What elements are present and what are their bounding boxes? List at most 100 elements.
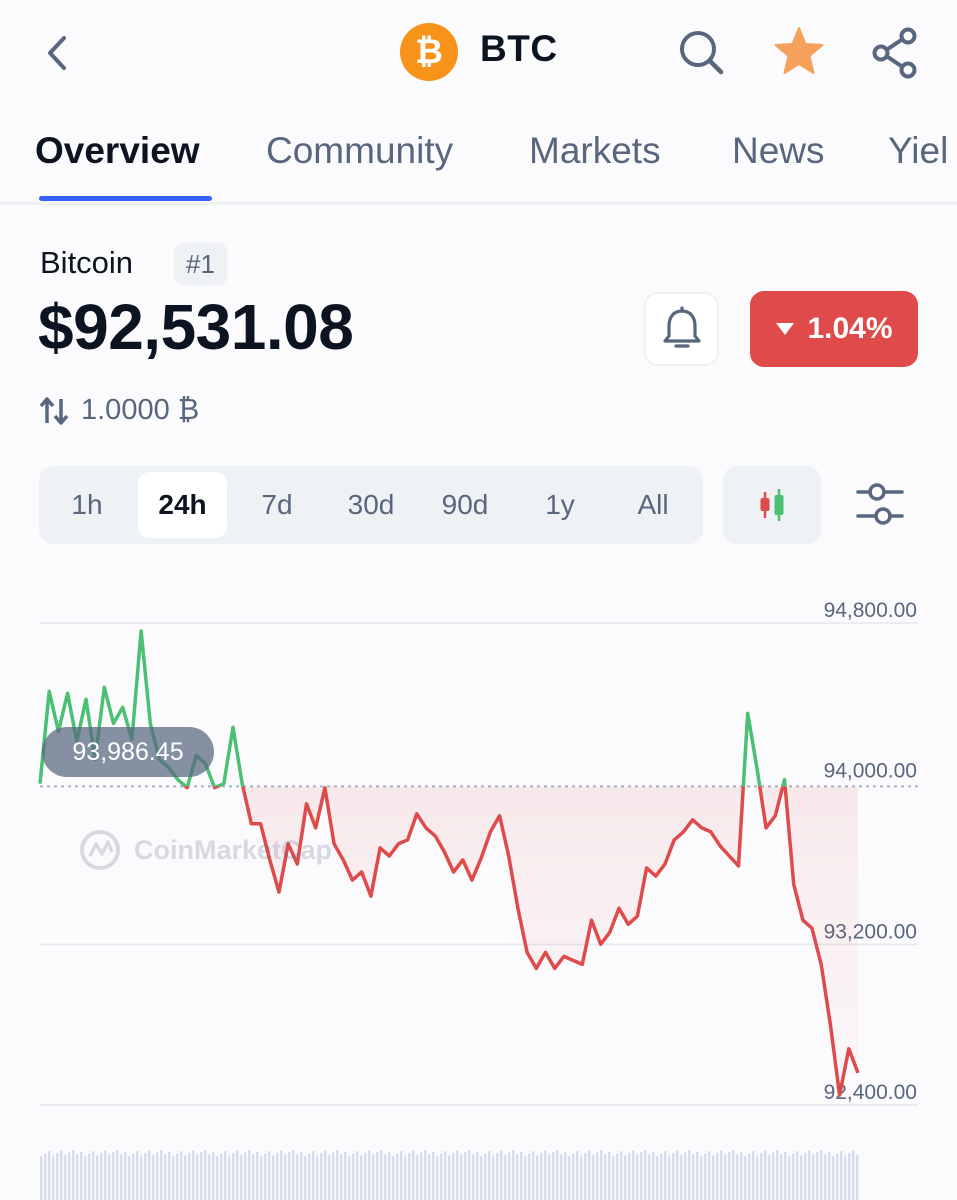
volume-bar (224, 1151, 227, 1200)
volume-bar (64, 1154, 67, 1200)
volume-bar (324, 1150, 327, 1200)
volume-bar (412, 1150, 415, 1200)
volume-bar (568, 1156, 571, 1200)
tab-yield[interactable]: Yiel (888, 130, 949, 171)
range-1y[interactable]: 1y (545, 489, 575, 520)
volume-bar (600, 1150, 603, 1200)
bitcoin-logo-icon: ₿ (400, 23, 458, 81)
volume-bar (300, 1151, 303, 1200)
volume-bar (684, 1152, 687, 1200)
volume-bar (408, 1153, 411, 1200)
volume-bar (648, 1154, 651, 1200)
volume-bar (496, 1153, 499, 1200)
volume-bar (364, 1153, 367, 1200)
volume-bar (52, 1155, 55, 1200)
volume-bar (584, 1153, 587, 1200)
volume-bar (680, 1154, 683, 1200)
volume-bar (236, 1150, 239, 1200)
volume-bar (736, 1154, 739, 1200)
volume-bar (396, 1153, 399, 1200)
volume-bar (248, 1150, 251, 1200)
volume-bar (508, 1152, 511, 1200)
volume-bar (400, 1151, 403, 1200)
volume-bar (348, 1156, 351, 1200)
volume-bar (76, 1154, 79, 1200)
tab-news[interactable]: News (732, 130, 825, 171)
volume-bar (72, 1150, 75, 1200)
volume-bar (160, 1150, 163, 1200)
volume-bar (452, 1153, 455, 1200)
back-button[interactable] (38, 30, 78, 76)
volume-bar (40, 1156, 43, 1200)
volume-bar (788, 1156, 791, 1200)
search-button[interactable] (676, 27, 726, 77)
volume-bar (580, 1155, 583, 1200)
volume-bar (708, 1151, 711, 1200)
volume-bar (144, 1153, 147, 1200)
tab-community[interactable]: Community (266, 130, 454, 171)
volume-bar (228, 1155, 231, 1200)
volume-bar (744, 1156, 747, 1200)
range-7d[interactable]: 7d (261, 489, 293, 520)
range-all[interactable]: All (637, 489, 669, 520)
volume-bar (768, 1154, 771, 1200)
volume-bar (100, 1153, 103, 1200)
watchlist-star-button[interactable] (772, 25, 826, 79)
active-tab-indicator (39, 196, 212, 201)
volume-bar (664, 1151, 667, 1200)
volume-bar (200, 1152, 203, 1200)
price-change-badge: 1.04% (750, 291, 918, 367)
volume-bar (676, 1150, 679, 1200)
volume-bar (180, 1151, 183, 1200)
volume-bar (748, 1153, 751, 1200)
range-30d[interactable]: 30d (347, 489, 395, 520)
volume-bar (512, 1150, 515, 1200)
volume-bar (844, 1155, 847, 1200)
volume-bar (540, 1153, 543, 1200)
candlestick-toggle-button[interactable] (723, 466, 821, 544)
volume-bar (460, 1154, 463, 1200)
volume-bar (796, 1151, 799, 1200)
volume-bar (740, 1151, 743, 1200)
volume-bar (848, 1153, 851, 1200)
volume-bar (376, 1152, 379, 1200)
bell-icon (662, 306, 701, 348)
volume-bar (312, 1151, 315, 1200)
volume-bar (608, 1151, 611, 1200)
volume-bar (136, 1151, 139, 1200)
volume-bar (308, 1153, 311, 1200)
volume-bar (524, 1156, 527, 1200)
volume-bar (556, 1150, 559, 1200)
volume-bar (196, 1154, 199, 1200)
volume-bar (856, 1154, 859, 1200)
volume-bar (500, 1150, 503, 1200)
volume-bar (808, 1150, 811, 1200)
volume-bar (516, 1154, 519, 1200)
range-1h[interactable]: 1h (71, 489, 103, 520)
volume-bar (112, 1152, 115, 1200)
volume-bar (80, 1151, 83, 1200)
volume-bar (476, 1151, 479, 1200)
tab-markets[interactable]: Markets (529, 130, 661, 171)
range-90d[interactable]: 90d (441, 489, 489, 520)
volume-bar (424, 1150, 427, 1200)
swap-arrows-icon (39, 396, 69, 426)
bitcoin-logo-glyph: ₿ (415, 32, 443, 72)
chart-settings-button[interactable] (852, 480, 908, 530)
volume-bar (184, 1155, 187, 1200)
volume-bar (388, 1151, 391, 1200)
volume-bar (652, 1151, 655, 1200)
coin-price: $92,531.08 (38, 291, 354, 363)
volume-bar (48, 1151, 51, 1200)
volume-bar (296, 1154, 299, 1200)
volume-bar (480, 1156, 483, 1200)
time-range-selector: 1h 24h 7d 30d 90d 1y All (39, 466, 703, 544)
tab-overview[interactable]: Overview (35, 130, 200, 171)
volume-bar (344, 1151, 347, 1200)
range-24h[interactable]: 24h (138, 472, 227, 538)
volume-bar (752, 1151, 755, 1200)
share-button[interactable] (870, 26, 920, 80)
price-alert-button[interactable] (644, 292, 719, 366)
volume-bar (832, 1156, 835, 1200)
